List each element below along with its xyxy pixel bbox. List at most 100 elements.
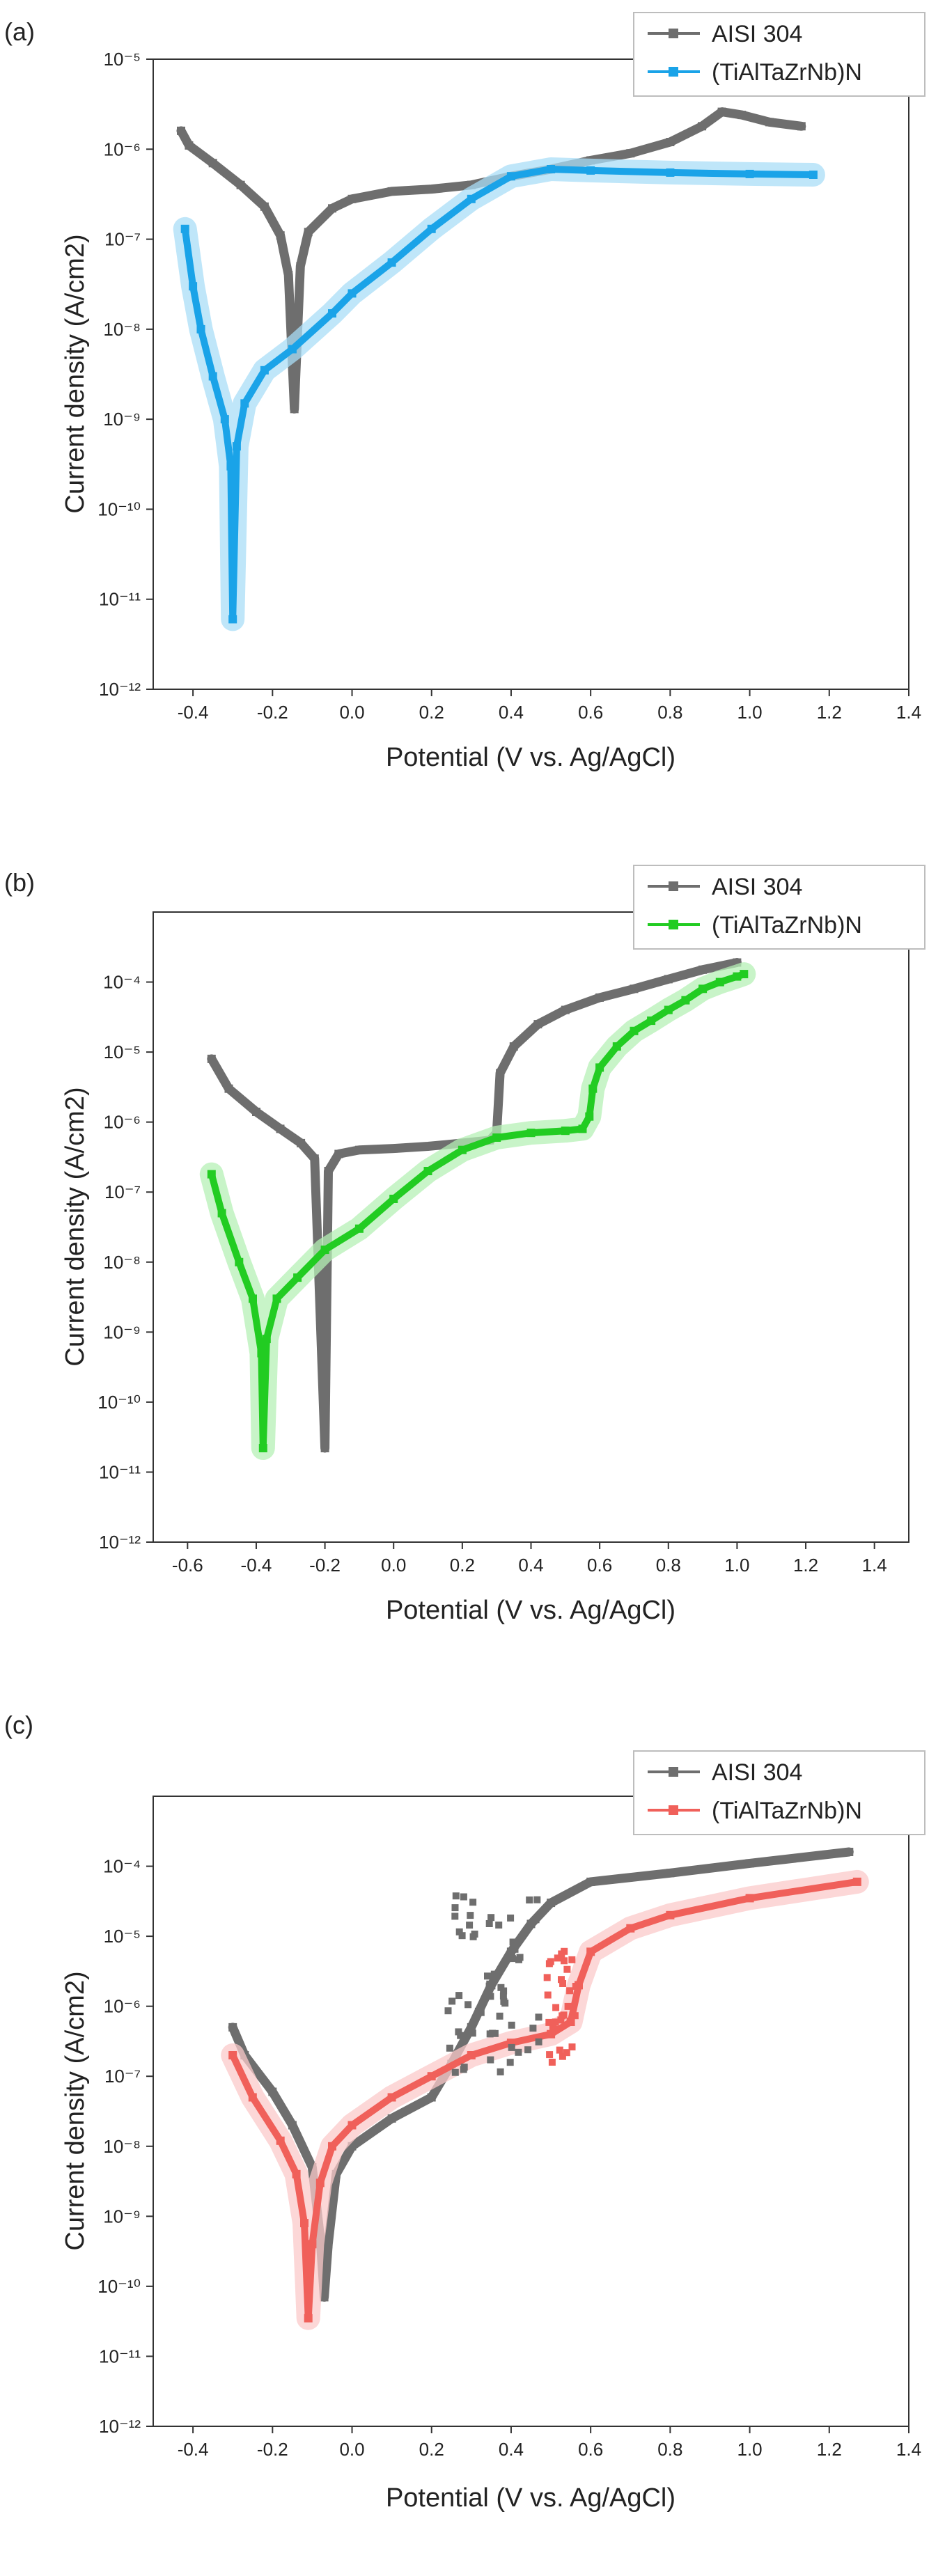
data-point: [809, 171, 818, 179]
y-axis-label: Current density (A/cm2): [61, 234, 90, 513]
x-tick-label: 0.2: [419, 2439, 444, 2460]
data-point: [664, 1005, 673, 1014]
data-point: [717, 107, 726, 116]
data-point: [455, 2028, 462, 2036]
data-point: [347, 2121, 357, 2130]
legend-marker-aisi304: [669, 29, 678, 38]
plot-frame: [153, 58, 909, 690]
data-point: [563, 2049, 570, 2057]
data-point: [427, 224, 436, 233]
data-point: [451, 2068, 459, 2076]
data-point: [526, 1896, 533, 1903]
x-tick-label: 0.8: [656, 1555, 681, 1576]
data-point: [588, 1084, 598, 1093]
data-point: [300, 2219, 309, 2228]
y-tick-label: 10⁻⁷: [104, 229, 141, 250]
series-line-0: [228, 1847, 854, 2302]
panel-label: (a): [4, 17, 35, 46]
legend-label-coating: (TiAlTaZrNb)N: [712, 912, 862, 938]
y-tick-label: 10⁻¹¹: [99, 589, 141, 610]
data-point: [354, 1145, 364, 1154]
data-point: [543, 1974, 551, 1981]
data-point: [560, 2011, 568, 2019]
data-point: [506, 2059, 514, 2066]
data-point: [288, 345, 297, 354]
data-point: [526, 1129, 536, 1138]
x-tick-label: 1.2: [817, 702, 842, 723]
y-tick-label: 10⁻⁴: [103, 1856, 141, 1877]
x-tick-label: 0.0: [381, 1555, 406, 1576]
data-point: [320, 1246, 329, 1255]
data-point: [745, 1894, 754, 1903]
x-tick-label: 1.4: [862, 1555, 887, 1576]
y-tick-label: 10⁻⁴: [103, 972, 141, 993]
data-point: [257, 1349, 266, 1358]
data-point: [460, 2066, 467, 2073]
data-point: [320, 1444, 329, 1452]
x-tick-label: -0.4: [178, 702, 209, 723]
data-point: [308, 2240, 317, 2249]
legend-box: [633, 12, 926, 97]
chart-b: (b) -0.6 -0.4 -0.2 0.0 0.2 0.4 0.6 0.8 1.0 1.2 1.4…: [4, 865, 926, 1625]
legend: AISI 304 (TiAlTaZrNb)N: [633, 865, 926, 950]
data-point: [180, 224, 189, 233]
y-tick-label: 10⁻⁸: [103, 319, 141, 340]
data-point: [548, 2059, 556, 2066]
data-point: [647, 1016, 656, 1026]
x-tick-label: 1.0: [737, 702, 763, 723]
data-point: [297, 1138, 306, 1147]
data-point: [290, 405, 299, 414]
data-point: [469, 1933, 477, 1940]
data-point: [535, 2038, 542, 2045]
data-point: [320, 2293, 329, 2302]
series-line-1: [229, 1878, 861, 2322]
data-point: [452, 1892, 460, 1900]
data-point: [745, 169, 754, 178]
data-point: [557, 2016, 565, 2024]
data-point: [797, 122, 806, 131]
y-axis-label: Current density (A/cm2): [61, 1971, 90, 2250]
data-point: [544, 1991, 552, 1999]
data-point: [501, 2000, 509, 2007]
y-tick-label: 10⁻¹¹: [99, 1461, 141, 1482]
data-point: [235, 1257, 244, 1266]
data-point: [427, 184, 436, 194]
data-point: [559, 2052, 566, 2060]
data-point: [232, 442, 241, 451]
data-point: [455, 1992, 463, 2000]
data-point: [586, 1877, 595, 1886]
data-point: [446, 2044, 453, 2052]
data-point: [561, 1005, 570, 1014]
data-point: [387, 187, 396, 196]
data-point: [220, 415, 229, 424]
data-point: [626, 1924, 635, 1933]
data-point: [500, 1987, 508, 1995]
data-point: [698, 122, 707, 131]
x-tick-label: 0.2: [450, 1555, 475, 1576]
data-point: [228, 615, 237, 624]
y-tick-label: 10⁻¹⁰: [97, 1392, 141, 1413]
data-point: [347, 194, 357, 203]
data-point: [262, 1335, 271, 1344]
data-point: [489, 2029, 497, 2037]
data-point: [563, 1965, 571, 1973]
data-point: [559, 1980, 567, 1987]
data-point: [547, 1899, 556, 1908]
y-tick-label: 10⁻¹¹: [99, 2346, 141, 2366]
data-point: [469, 1899, 477, 1906]
y-tick-label: 10⁻⁵: [104, 1926, 141, 1947]
x-tick-label: 0.4: [518, 1555, 543, 1576]
data-point: [698, 965, 708, 974]
data-point: [427, 2093, 436, 2102]
data-point: [466, 1922, 474, 1929]
data-point: [568, 1956, 576, 1963]
data-point: [226, 462, 235, 471]
data-point: [612, 1042, 621, 1051]
legend-label-aisi304: AISI 304: [712, 874, 802, 900]
legend-marker-aisi304: [669, 1767, 678, 1777]
data-point: [288, 2121, 297, 2130]
data-point: [334, 1149, 343, 1159]
x-tick-label: 1.2: [793, 1555, 818, 1576]
data-point: [304, 2314, 313, 2323]
data-point: [595, 1063, 604, 1072]
